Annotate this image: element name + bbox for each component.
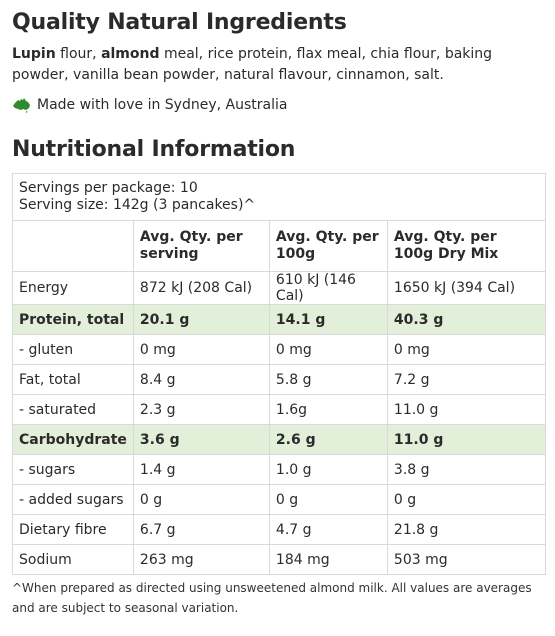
nutrient-value: 2.3 g	[132, 394, 270, 425]
ingredient-text: meal, rice protein, flax meal, chia flou…	[12, 46, 493, 83]
nutrient-value: 610 kJ (146 Cal)	[268, 271, 388, 305]
servings-cell: Servings per package: 10 Serving size: 1…	[12, 173, 546, 221]
nutrient-value: 0 mg	[386, 334, 547, 365]
table-row: Carbohydrate 3.6 g 2.6 g 11.0 g	[12, 424, 547, 455]
column-header: Avg. Qty. per serving	[132, 220, 270, 272]
nutrient-value: 1.6g	[268, 394, 388, 425]
nutrient-label: Energy	[12, 271, 134, 305]
nutrient-value: 20.1 g	[132, 304, 270, 335]
column-header: Avg. Qty. per 100g Dry Mix	[386, 220, 547, 272]
nutrient-value: 0 mg	[132, 334, 270, 365]
serving-size: Serving size: 142g (3 pancakes)^	[19, 197, 256, 213]
australia-map-icon	[13, 98, 30, 113]
footnote: ^When prepared as directed using unsweet…	[12, 581, 532, 615]
nutrient-value: 0 g	[268, 484, 388, 515]
table-row: Dietary fibre 6.7 g 4.7 g 21.8 g	[12, 514, 547, 545]
nutrient-value: 3.8 g	[386, 454, 547, 485]
nutrient-label: Carbohydrate	[12, 424, 134, 455]
ingredient-text: flour,	[55, 46, 102, 62]
nutrition-title: Nutritional Information	[12, 137, 296, 162]
nutrient-value: 872 kJ (208 Cal)	[132, 271, 270, 305]
table-row: - gluten 0 mg 0 mg 0 mg	[12, 334, 547, 365]
nutrient-value: 0 g	[386, 484, 547, 515]
nutrition-table: Servings per package: 10 Serving size: 1…	[12, 173, 547, 575]
nutrient-value: 40.3 g	[386, 304, 547, 335]
nutrient-label: - gluten	[12, 334, 134, 365]
servings-row: Servings per package: 10 Serving size: 1…	[12, 173, 546, 221]
nutrient-value: 4.7 g	[268, 514, 388, 545]
nutrient-value: 8.4 g	[132, 364, 270, 395]
nutrient-value: 184 mg	[268, 544, 388, 575]
nutrient-label: Protein, total	[12, 304, 134, 335]
table-row: Fat, total 8.4 g 5.8 g 7.2 g	[12, 364, 547, 395]
nutrient-value: 3.6 g	[132, 424, 270, 455]
nutrient-value: 14.1 g	[268, 304, 388, 335]
nutrient-label: - saturated	[12, 394, 134, 425]
nutrition-rows: Energy 872 kJ (208 Cal) 610 kJ (146 Cal) 16…	[12, 271, 547, 575]
ingredients-title: Quality Natural Ingredients	[12, 10, 347, 35]
nutrient-value: 21.8 g	[386, 514, 547, 545]
table-row: - saturated 2.3 g 1.6g 11.0 g	[12, 394, 547, 425]
table-row: Energy 872 kJ (208 Cal) 610 kJ (146 Cal) 16…	[12, 271, 547, 305]
nutrient-value: 6.7 g	[132, 514, 270, 545]
nutrient-label: Sodium	[12, 544, 134, 575]
origin-text: Made with love in Sydney, Australia	[37, 97, 288, 113]
column-header-row: Avg. Qty. per serving Avg. Qty. per 100g…	[12, 220, 547, 272]
nutrient-value: 0 g	[132, 484, 270, 515]
nutrient-value: 1.4 g	[132, 454, 270, 485]
nutrient-value: 503 mg	[386, 544, 547, 575]
servings-per-package: Servings per package: 10	[19, 180, 198, 196]
ingredients-list: Lupin flour, almond meal, rice protein, …	[12, 44, 543, 86]
nutrient-value: 5.8 g	[268, 364, 388, 395]
nutrient-value: 2.6 g	[268, 424, 388, 455]
ingredient-highlight: almond	[101, 46, 160, 62]
nutrient-value: 263 mg	[132, 544, 270, 575]
column-header	[12, 220, 134, 272]
nutrient-value: 0 mg	[268, 334, 388, 365]
nutrient-value: 1650 kJ (394 Cal)	[386, 271, 547, 305]
nutrient-label: Fat, total	[12, 364, 134, 395]
nutrient-value: 7.2 g	[386, 364, 547, 395]
nutrient-value: 1.0 g	[268, 454, 388, 485]
nutrient-label: - added sugars	[12, 484, 134, 515]
column-header: Avg. Qty. per 100g	[268, 220, 388, 272]
table-row: Protein, total 20.1 g 14.1 g 40.3 g	[12, 304, 547, 335]
table-row: Sodium 263 mg 184 mg 503 mg	[12, 544, 547, 575]
table-row: - sugars 1.4 g 1.0 g 3.8 g	[12, 454, 547, 485]
nutrient-label: Dietary fibre	[12, 514, 134, 545]
ingredient-highlight: Lupin	[12, 46, 56, 62]
nutrient-value: 11.0 g	[386, 424, 547, 455]
product-info: Quality Natural Ingredients Lupin flour,…	[12, 10, 547, 615]
origin-line: Made with love in Sydney, Australia	[12, 97, 543, 113]
nutrient-label: - sugars	[12, 454, 134, 485]
nutrient-value: 11.0 g	[386, 394, 547, 425]
